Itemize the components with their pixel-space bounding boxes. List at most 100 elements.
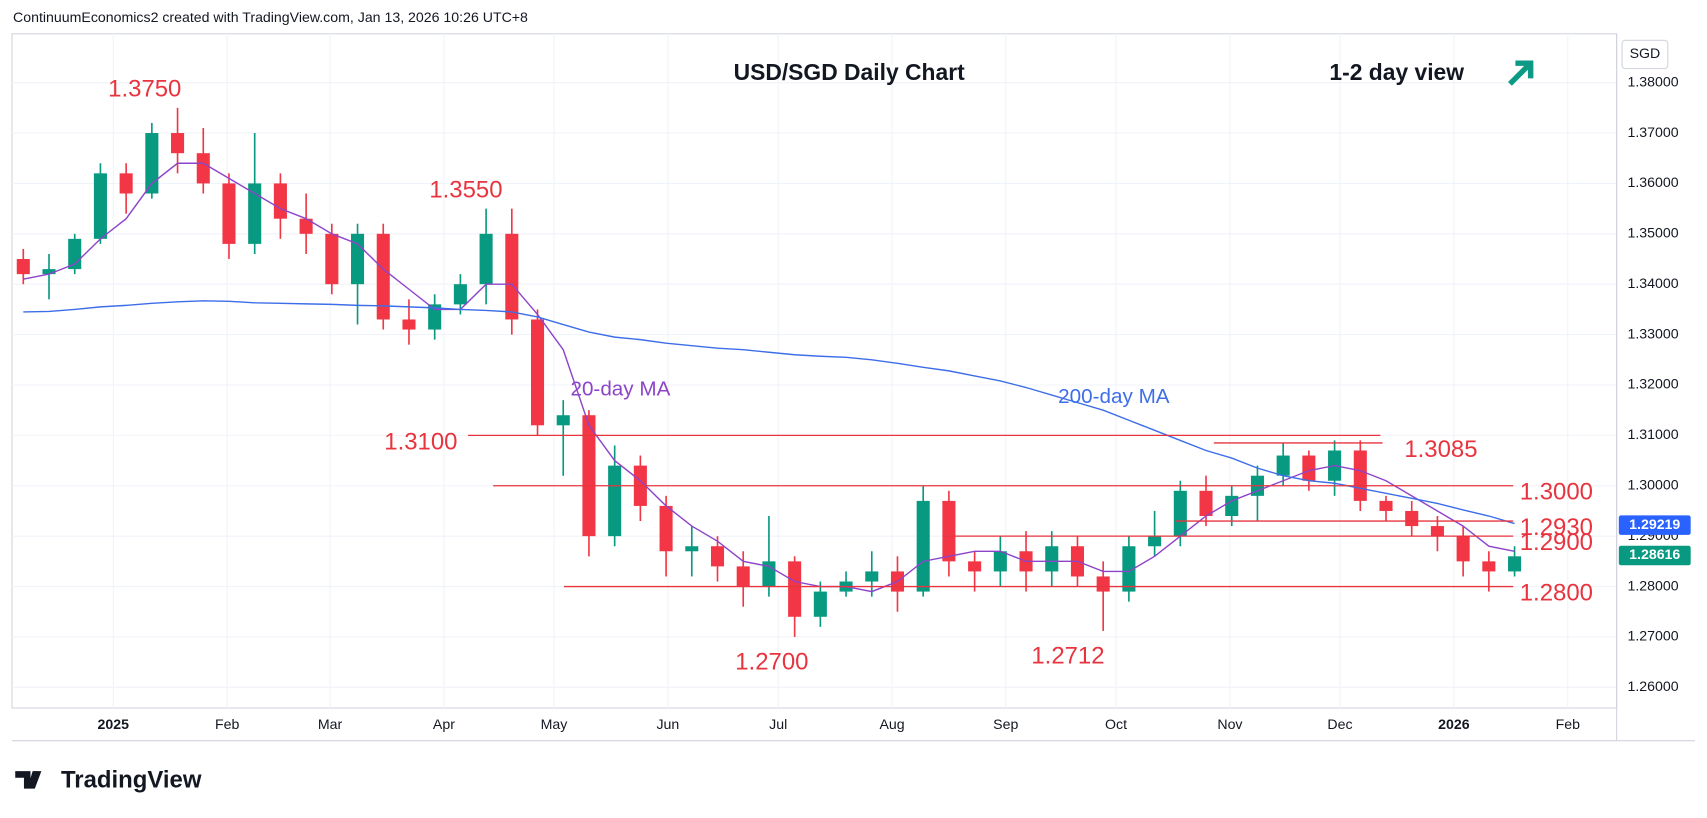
candle-body: [273, 183, 287, 219]
candle-body: [788, 561, 802, 617]
level-label: 1.2930: [1520, 514, 1593, 541]
candle-body: [299, 218, 313, 234]
x-tick-label: Aug: [880, 716, 905, 732]
candle-body: [16, 259, 30, 275]
candle-body: [659, 505, 673, 552]
price-annotation: 1.2700: [735, 648, 808, 675]
candle-body: [1122, 546, 1136, 592]
x-tick-label: Apr: [433, 716, 455, 732]
candle-body: [119, 173, 133, 194]
y-tick-label: 1.36000: [1628, 174, 1679, 190]
ma-line: [23, 162, 1515, 593]
y-tick-label: 1.27000: [1628, 628, 1679, 644]
level-label: 1.3100: [384, 428, 457, 455]
unit-box: [1621, 39, 1669, 70]
candle-body: [1173, 490, 1187, 537]
candle-body: [222, 183, 236, 244]
x-tick-label: Nov: [1217, 716, 1243, 732]
candle-body: [171, 133, 185, 154]
unit-label: SGD: [1630, 45, 1661, 61]
level-label: 1.3085: [1404, 436, 1477, 463]
candle-body: [1482, 561, 1496, 572]
price-tag-label: 1.29219: [1629, 516, 1680, 532]
price-tag: [1618, 515, 1691, 535]
header: ContinuumEconomics2 created with Trading…: [13, 9, 528, 25]
y-tick-label: 1.35000: [1628, 225, 1679, 241]
level-label: 1.2900: [1520, 529, 1593, 556]
x-tick-label: May: [541, 716, 569, 732]
candle-body: [453, 284, 467, 305]
x-tick-label: Oct: [1105, 716, 1127, 732]
candle-body: [1302, 455, 1316, 481]
y-tick-label: 1.30000: [1628, 476, 1679, 492]
price-tag: [1618, 545, 1691, 566]
x-tick-label: Jun: [656, 716, 679, 732]
y-tick-label: 1.38000: [1628, 73, 1679, 89]
candle-body: [325, 233, 339, 285]
candle-body: [1379, 500, 1393, 511]
candle-body: [1225, 495, 1239, 517]
logo: TradingView: [15, 766, 202, 793]
candle-body: [556, 415, 570, 426]
brand: TradingView: [61, 766, 202, 793]
y-tick-label: 1.34000: [1628, 275, 1679, 291]
y-tick-label: 1.28000: [1628, 577, 1679, 593]
candle-body: [710, 546, 725, 567]
candle-body: [942, 500, 956, 562]
candle-body: [582, 415, 596, 537]
x-tick-label: Mar: [318, 716, 343, 732]
candle-body: [1430, 526, 1444, 537]
level-label: 1.3000: [1520, 479, 1593, 506]
x-tick-label: Sep: [993, 716, 1018, 732]
view-label: 1-2 day view: [1329, 59, 1464, 85]
price-annotation: 1.3750: [108, 76, 181, 103]
candle-body: [1508, 556, 1522, 572]
candle-body: [1353, 450, 1367, 501]
candle-body: [248, 183, 262, 244]
y-tick-label: 1.26000: [1628, 678, 1679, 694]
candle-body: [813, 591, 827, 617]
candle-body: [196, 153, 210, 184]
candle-body: [1045, 546, 1059, 572]
y-tick-label: 1.32000: [1628, 376, 1679, 392]
price-annotation: 1.2712: [1031, 642, 1104, 669]
chart-title: USD/SGD Daily Chart: [734, 59, 966, 85]
candle-body: [968, 561, 982, 572]
candle-body: [993, 551, 1007, 572]
candle-body: [505, 233, 519, 320]
ma-line: [23, 300, 1515, 525]
candle-body: [428, 304, 442, 330]
ma-label: 20-day MA: [570, 377, 670, 400]
candle-body: [1148, 536, 1162, 547]
candle-body: [1276, 455, 1290, 476]
candle-body: [1199, 490, 1213, 517]
x-tick-label: 2025: [98, 716, 130, 732]
candle-body: [608, 465, 622, 537]
x-tick-label: Feb: [215, 716, 239, 732]
candle-body: [145, 133, 159, 194]
candle-body: [376, 233, 390, 320]
ma-label: 200-day MA: [1058, 385, 1170, 408]
candle-body: [736, 566, 750, 587]
arrow-icon: [1508, 60, 1534, 86]
y-tick-label: 1.33000: [1628, 325, 1679, 341]
y-tick-label: 1.31000: [1628, 426, 1679, 442]
candle-body: [42, 269, 56, 275]
x-tick-label: Feb: [1556, 716, 1580, 732]
candle-body: [93, 173, 107, 239]
price-tag-label: 1.28616: [1629, 546, 1680, 562]
level-label: 1.2800: [1520, 579, 1593, 606]
x-tick-label: 2026: [1438, 716, 1470, 732]
candle-body: [402, 319, 416, 330]
x-tick-label: Dec: [1327, 716, 1352, 732]
candle-body: [865, 571, 879, 582]
candle-body: [1096, 576, 1110, 592]
candle-body: [1456, 536, 1470, 562]
x-tick-label: Jul: [769, 716, 787, 732]
candle-body: [1405, 510, 1419, 527]
candle-body: [916, 500, 930, 592]
y-tick-label: 1.37000: [1628, 124, 1679, 140]
candle-body: [530, 319, 545, 426]
